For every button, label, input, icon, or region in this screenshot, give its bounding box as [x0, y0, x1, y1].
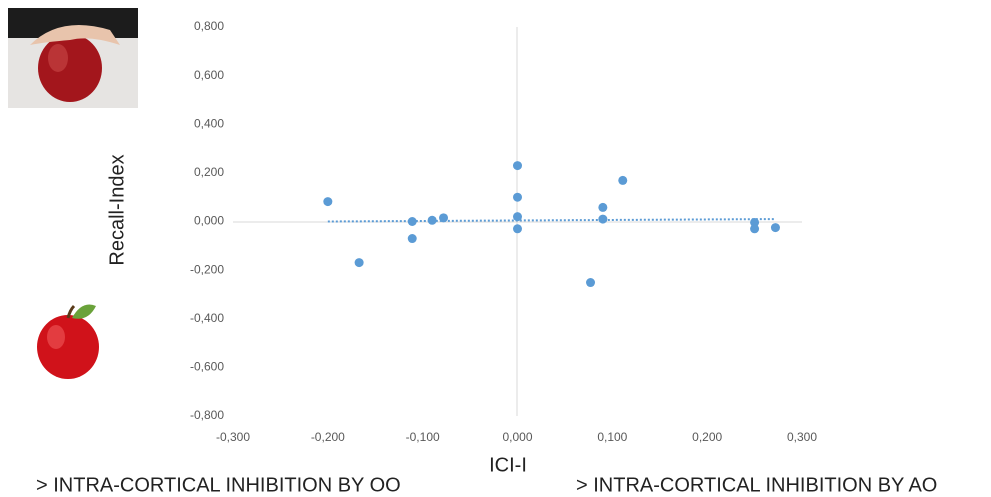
y-tick-label: -0,400 — [190, 311, 224, 325]
point — [750, 217, 760, 227]
apple-icon — [37, 304, 99, 379]
x-tick-label: 0,100 — [597, 430, 627, 444]
y-axis-label: Recall-Index — [106, 154, 128, 265]
annotation: > INTRA-CORTICAL INHIBITION BY AO — [576, 474, 937, 496]
x-tick-label: 0,000 — [502, 430, 532, 444]
y-tick-label: 0,200 — [194, 165, 224, 179]
point — [513, 192, 522, 202]
point — [407, 217, 417, 226]
x-tick-label: -0,100 — [406, 430, 440, 444]
point — [407, 234, 417, 244]
y-tick-label: 0,800 — [194, 19, 224, 33]
x-tick-label: 0,300 — [787, 430, 817, 444]
point — [513, 212, 522, 222]
y-tick-label: -0,200 — [190, 262, 224, 276]
point — [750, 224, 760, 234]
point — [513, 224, 522, 234]
x-tick-label: -0,200 — [311, 430, 345, 444]
point — [586, 278, 596, 288]
annotation: > INTRA-CORTICAL INHIBITION BY OO — [36, 474, 401, 496]
y-tick-label: 0,400 — [194, 116, 224, 130]
point — [427, 215, 437, 225]
y-tick-label: 0,600 — [194, 68, 224, 82]
x-axis-label: ICI-I — [489, 454, 527, 476]
point — [513, 161, 522, 171]
point — [354, 258, 364, 268]
point — [598, 202, 608, 212]
y-tick-label: -0,600 — [190, 360, 224, 374]
apple-hand-photo — [8, 8, 138, 108]
trendline — [327, 218, 776, 223]
point — [439, 213, 449, 223]
x-tick-label: 0,200 — [692, 430, 722, 444]
x-tick-label: -0,300 — [216, 430, 250, 444]
y-tick-label: 0,000 — [194, 214, 224, 228]
y-tick-label: -0,800 — [190, 408, 224, 422]
point — [323, 197, 333, 207]
point — [770, 223, 780, 233]
point — [618, 175, 628, 185]
point — [598, 214, 608, 224]
